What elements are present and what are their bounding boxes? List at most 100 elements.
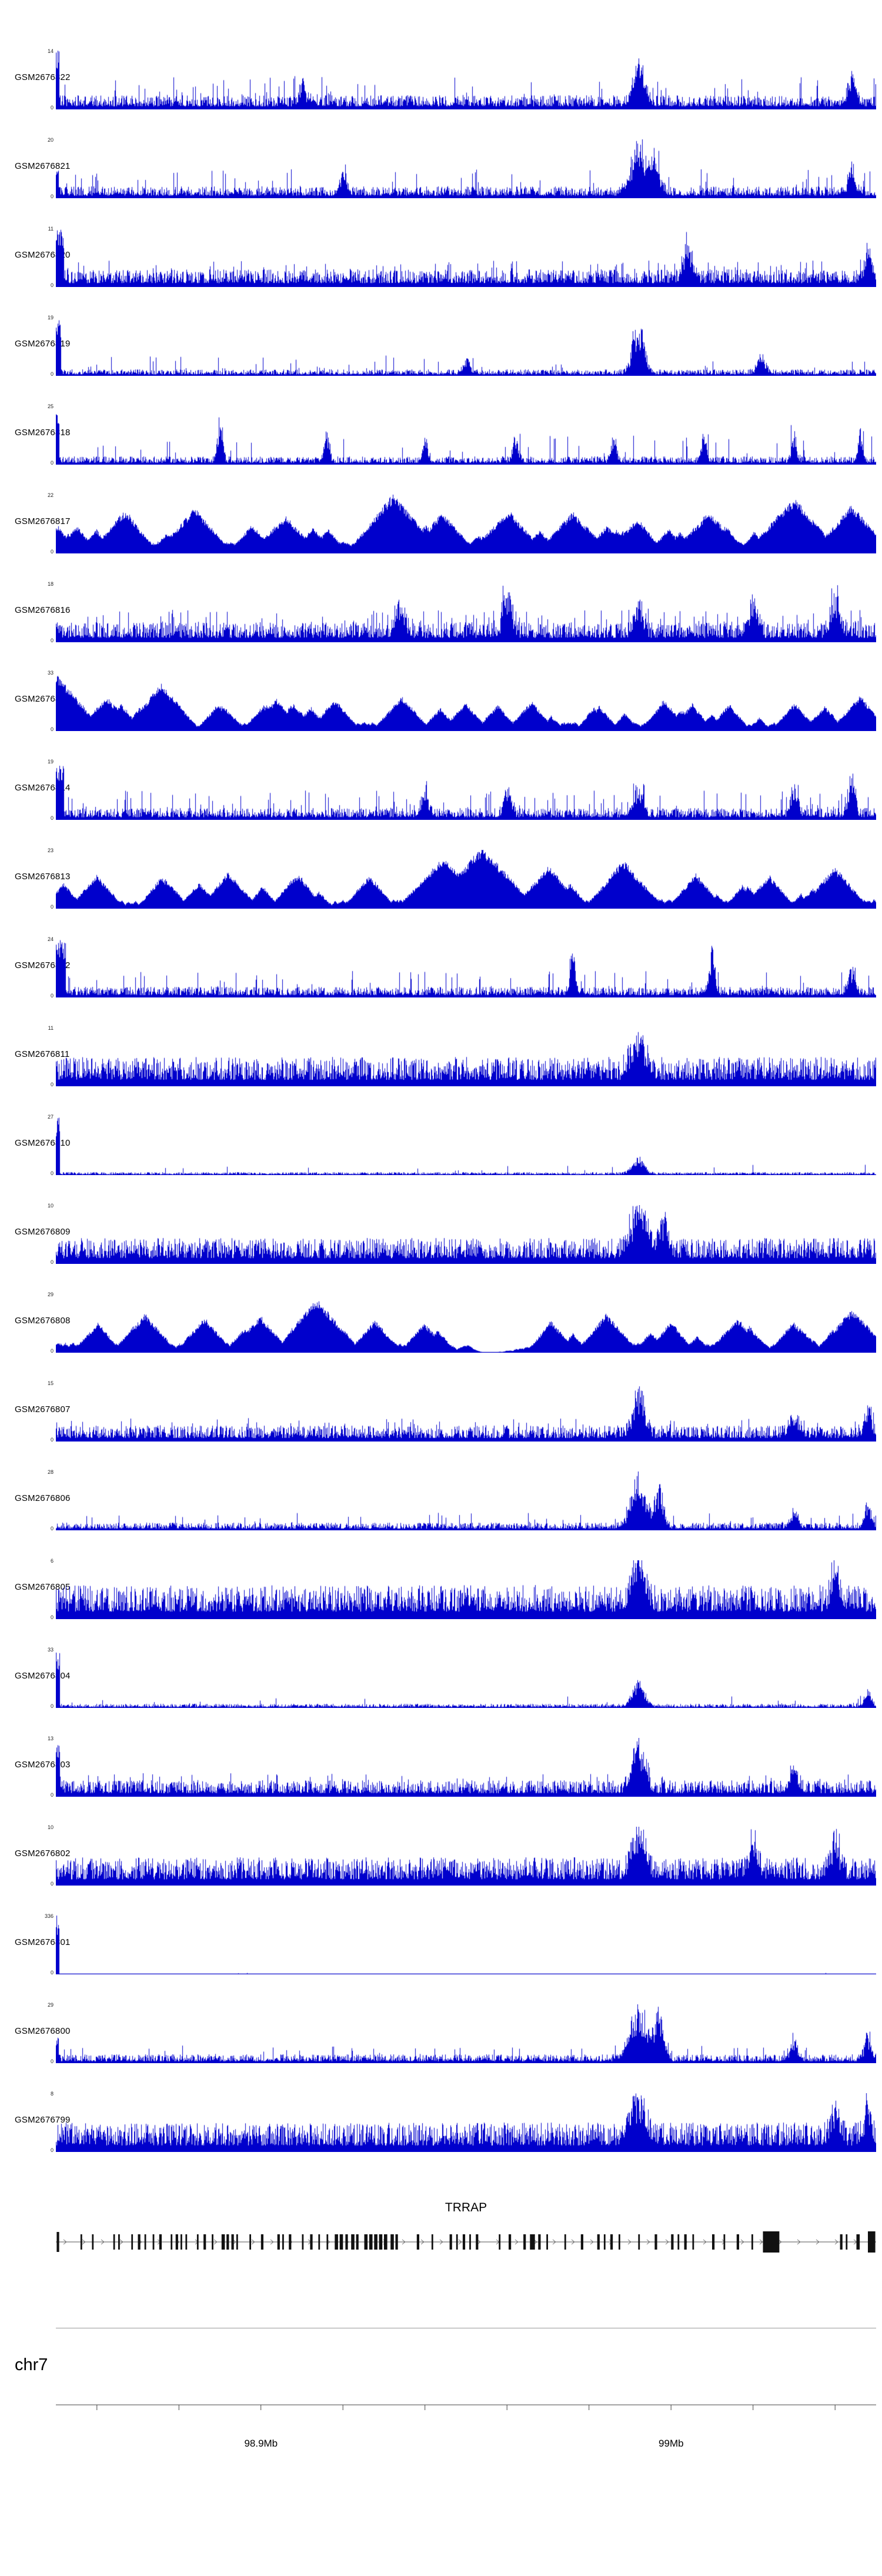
exon-box [231,2234,234,2250]
track-ymin-label: 0 [50,993,54,999]
track-ymax-label: 22 [47,492,54,498]
track-ymin-label: 0 [50,1170,54,1176]
track-ymax-label: 25 [47,403,54,409]
exon-box [654,2234,657,2250]
strand-arrow-icon [477,2239,481,2245]
strand-arrow-icon [213,2239,218,2245]
exon-box [390,2234,394,2250]
track-ymin-label: 0 [50,1437,54,1443]
exon-box [692,2234,694,2250]
exon-box [196,2234,199,2250]
track-ymax-label: 15 [47,1380,54,1386]
track-plot-area: 28 0 [48,1470,876,1531]
coverage-signal-canvas [56,228,876,287]
track-ymin-label: 0 [50,638,54,643]
track-plot-area: 29 0 [48,2003,876,2064]
exon-box [476,2234,479,2250]
track-plot-area: 33 0 [48,670,876,732]
strand-arrow-icon [119,2239,123,2245]
track-plot-area: 18 0 [48,582,876,643]
track-ymax-label: 33 [47,670,54,676]
axis-tick-label: 98.9Mb [244,2438,278,2449]
strand-arrow-icon [552,2239,556,2245]
track-ymin-label: 0 [50,1348,54,1354]
exon-box [374,2234,377,2250]
exon-box [384,2234,387,2250]
coverage-signal-canvas [56,1471,876,1530]
strand-arrow-icon [703,2239,707,2245]
exon-box [282,2234,284,2250]
coverage-track-row: GSM2676822 14 0 [0,21,882,111]
exon-box [763,2231,780,2253]
coverage-signal-canvas [56,1205,876,1264]
track-plot-area: 13 0 [48,1736,876,1798]
exon-box [318,2234,320,2250]
exon-box [431,2234,433,2250]
chromosome-label: chr7 [15,2355,48,2374]
track-plot-area: 33 0 [48,1647,876,1709]
exon-box [530,2234,535,2250]
track-ymax-label: 14 [47,48,54,54]
coverage-track-row: GSM2676805 6 0 [0,1530,882,1620]
coverage-track-row: GSM2676802 10 0 [0,1797,882,1887]
exon-box [751,2234,753,2250]
track-plot-area: 29 0 [48,1292,876,1354]
coverage-signal-canvas [56,1027,876,1086]
track-ymin-label: 0 [50,105,54,111]
exon-box [326,2234,329,2250]
track-ymin-label: 0 [50,282,54,288]
track-ymax-label: 8 [50,2091,54,2097]
exon-box [597,2234,600,2250]
coverage-track-row: GSM2676813 23 0 [0,820,882,910]
track-ymax-label: 10 [47,1824,54,1830]
coverage-signal-canvas [56,495,876,553]
exon-box [723,2234,726,2250]
coverage-signal-canvas [56,1560,876,1619]
coverage-tracks: GSM2676822 14 0 GSM2676821 20 0 GSM2676820 11 0 G… [0,21,882,2153]
coverage-track-row: GSM2676821 20 0 [0,109,882,199]
strand-arrow-icon [251,2239,255,2245]
strand-arrow-icon [834,2239,838,2245]
track-plot-area: 14 0 [48,49,876,111]
track-ymax-label: 19 [47,759,54,765]
exon-box [564,2234,566,2250]
exon-box [840,2234,843,2250]
exon-box [118,2234,120,2250]
track-plot-area: 25 0 [48,404,876,466]
exon-box [456,2234,458,2250]
coverage-track-row: GSM2676800 29 0 [0,1974,882,2064]
track-ymax-label: 23 [47,847,54,853]
exon-box [221,2234,225,2250]
exon-box [277,2234,280,2250]
strand-arrow-icon [458,2239,462,2245]
coverage-signal-canvas [56,1116,876,1175]
exon-box [846,2234,848,2250]
strand-arrow-icon [571,2239,575,2245]
strand-arrow-icon [402,2239,406,2245]
coverage-track-row: GSM2676801 336 0 [0,1886,882,1976]
coverage-signal-canvas [56,1738,876,1797]
exon-box [369,2234,373,2250]
track-plot-area: 15 0 [48,1381,876,1443]
coverage-track-row: GSM2676819 19 0 [0,287,882,377]
track-ymin-label: 0 [50,1259,54,1265]
strand-arrow-icon [646,2239,650,2245]
track-ymin-label: 0 [50,2058,54,2064]
track-ymax-label: 18 [47,581,54,587]
track-plot-area: 20 0 [48,138,876,199]
strand-arrow-icon [420,2239,425,2245]
exon-box [260,2234,263,2250]
track-ymax-label: 28 [47,1469,54,1475]
coverage-track-row: GSM2676808 29 0 [0,1264,882,1354]
exon-box [302,2234,304,2250]
exon-box [395,2234,398,2250]
exon-box [131,2234,133,2250]
track-ymax-label: 19 [47,315,54,321]
strand-arrow-icon [514,2239,519,2245]
coverage-track-row: GSM2676806 28 0 [0,1442,882,1531]
strand-arrow-icon [439,2239,443,2245]
exon-box [671,2234,674,2250]
track-ymax-label: 11 [48,1025,54,1031]
coverage-signal-canvas [56,1827,876,1886]
